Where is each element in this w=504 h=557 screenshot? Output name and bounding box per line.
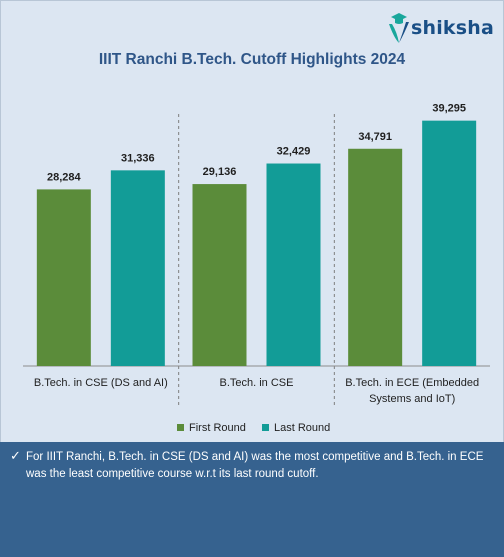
data-label: 34,791 [358, 131, 392, 143]
bar-first-round [192, 184, 247, 366]
legend-swatch [262, 424, 269, 431]
insight-text: For IIIT Ranchi, B.Tech. in CSE (DS and … [26, 451, 484, 480]
check-icon: ✓ [10, 448, 21, 463]
bar-last-round [110, 170, 165, 366]
data-label: 39,295 [432, 103, 466, 115]
plot-area: 28,284 31,336 B.Tech. in CSE (DS and AI) 29… [23, 103, 490, 408]
chart-title: IIIT Ranchi B.Tech. Cutoff Highlights 20… [99, 51, 406, 68]
bar-last-round [422, 120, 477, 367]
graduation-cap-icon [388, 13, 409, 43]
data-label: 31,336 [121, 152, 155, 164]
category-label: B.Tech. in CSE (DS and AI) [34, 377, 168, 389]
brand-name: shiksha [410, 17, 494, 39]
data-label: 28,284 [47, 171, 82, 183]
bar-last-round [266, 163, 321, 366]
data-label: 32,429 [277, 146, 311, 158]
category-label: B.Tech. in CSE [220, 377, 294, 389]
category-label: B.Tech. in ECE (Embedded [345, 377, 479, 389]
insight-panel: ✓ For IIIT Ranchi, B.Tech. in CSE (DS an… [0, 442, 504, 557]
legend-label: Last Round [274, 422, 330, 434]
legend-swatch [177, 424, 184, 431]
legend: First Round Last Round [177, 422, 330, 434]
bar-chart: IIIT Ranchi B.Tech. Cutoff Highlights 20… [23, 51, 490, 434]
bar-first-round [36, 189, 91, 366]
legend-label: First Round [189, 422, 246, 434]
category-label: Systems and IoT) [369, 393, 455, 405]
shiksha-logo: shiksha [385, 8, 494, 48]
bar-first-round [348, 148, 403, 366]
data-label: 29,136 [203, 166, 237, 178]
